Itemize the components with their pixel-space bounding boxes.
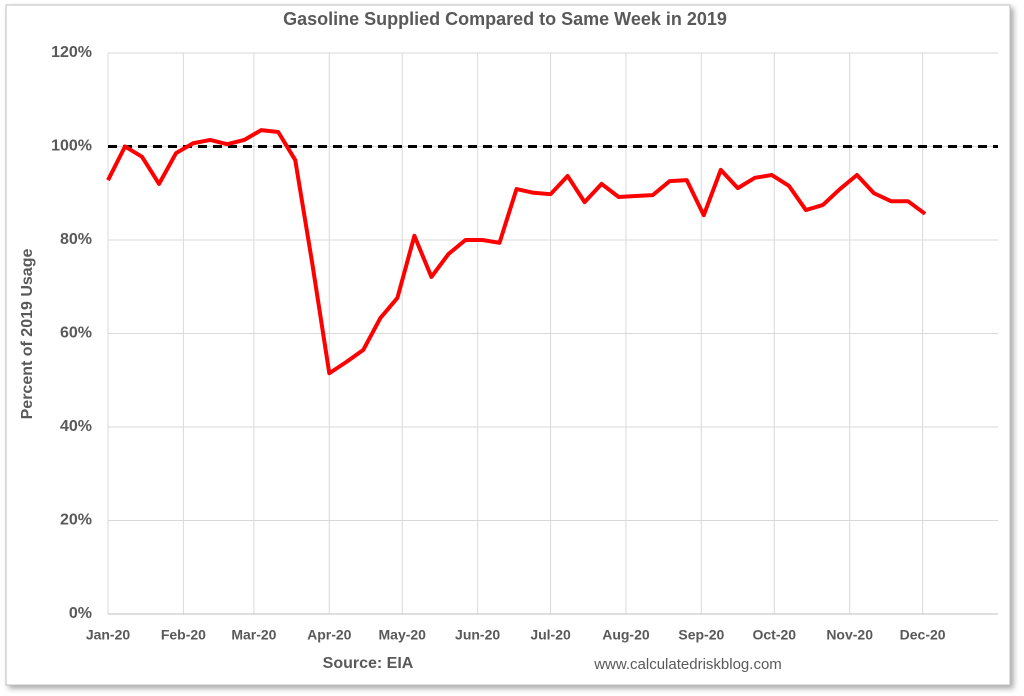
x-tick-label: Nov-20 <box>826 627 873 643</box>
data-line <box>106 128 927 376</box>
y-tick-label: 60% <box>60 325 92 342</box>
y-tick-label: 20% <box>60 512 92 529</box>
y-tick-label: 120% <box>51 44 92 61</box>
chart-title: Gasoline Supplied Compared to Same Week … <box>283 9 727 29</box>
credit: www.calculatedriskblog.com <box>593 656 782 673</box>
y-tick-label: 80% <box>60 231 92 248</box>
x-tick-label: Oct-20 <box>752 627 796 643</box>
source: Source: EIA <box>323 655 414 672</box>
x-tick-label: Jan-20 <box>86 627 131 643</box>
y-tick-label: 40% <box>60 418 92 435</box>
x-tick-label: Aug-20 <box>602 627 650 643</box>
x-tick-label: May-20 <box>379 627 427 643</box>
x-tick-label: Apr-20 <box>307 627 352 643</box>
x-tick-label: Mar-20 <box>231 627 276 643</box>
y-tick-label: 100% <box>51 138 92 155</box>
x-tick-label: Sep-20 <box>678 627 724 643</box>
y-tick-label: 0% <box>69 605 92 622</box>
x-tick-label: Feb-20 <box>161 627 206 643</box>
y-axis-label: Percent of 2019 Usage <box>19 249 36 420</box>
x-tick-label: Jul-20 <box>530 627 571 643</box>
x-tick-label: Jun-20 <box>455 627 500 643</box>
chart-frame <box>5 4 1011 686</box>
x-tick-label: Dec-20 <box>900 627 946 643</box>
